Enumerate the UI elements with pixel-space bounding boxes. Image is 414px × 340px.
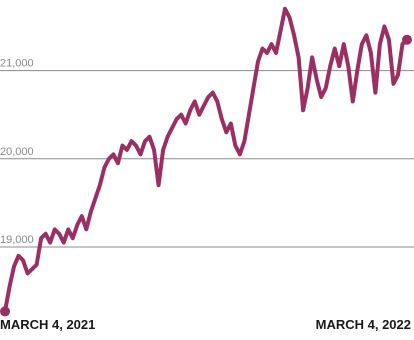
end-point	[402, 34, 412, 45]
y-tick-labels: 19,000 20,000 21,000	[0, 58, 34, 246]
y-tick-label: 21,000	[0, 58, 34, 70]
y-tick-label: 19,000	[0, 234, 34, 246]
x-label-start: MARCH 4, 2021	[0, 317, 95, 332]
series-line	[3, 6, 409, 314]
y-tick-label: 20,000	[0, 146, 34, 158]
grid-layer	[0, 70, 414, 248]
series-points	[0, 34, 412, 317]
x-label-end: MARCH 4, 2022	[316, 317, 411, 332]
start-point	[0, 306, 10, 317]
x-axis-labels: MARCH 4, 2021 MARCH 4, 2022	[0, 317, 411, 332]
